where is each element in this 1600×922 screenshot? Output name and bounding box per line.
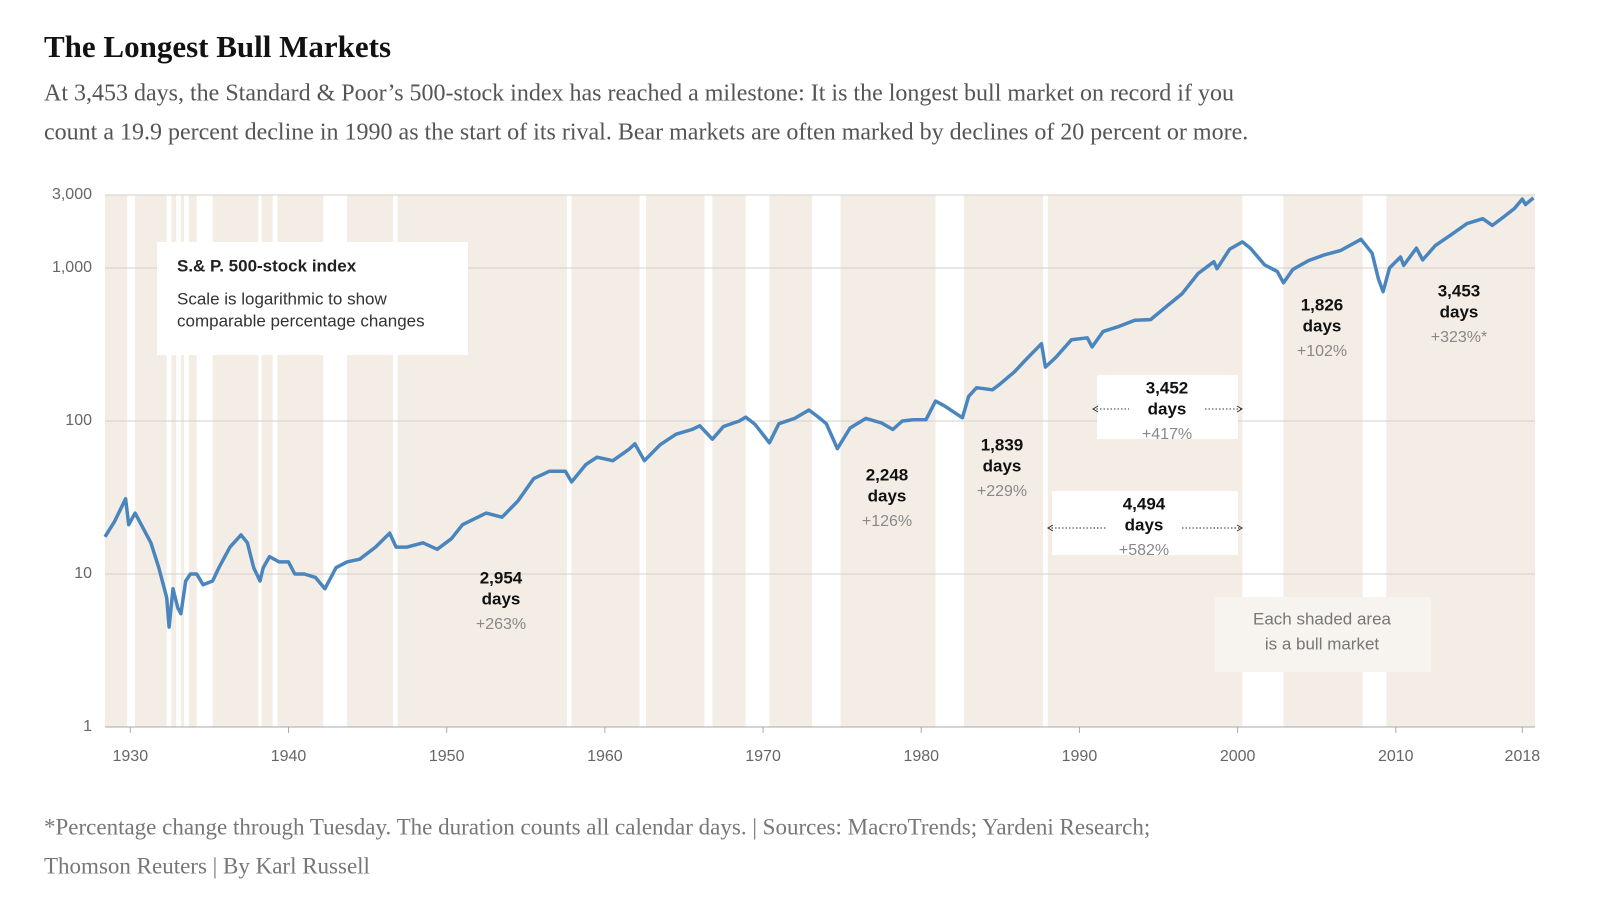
shade-note: Each shaded area <box>1253 609 1392 628</box>
x-tick-label: 1950 <box>429 748 465 765</box>
x-tick-label: 1940 <box>271 748 307 765</box>
annotation-change: +126% <box>862 513 912 530</box>
series-line <box>103 196 1535 629</box>
arrow-head <box>1236 524 1243 532</box>
annotation-unit: days <box>1440 302 1479 321</box>
x-tick-label: 2018 <box>1505 748 1541 765</box>
annotation-days: 3,453 <box>1438 281 1481 300</box>
annotation-unit: days <box>1148 399 1187 418</box>
arrow-head <box>1236 405 1243 413</box>
legend-note: Scale is logarithmic to show <box>177 289 387 308</box>
x-tick-label: 2010 <box>1378 748 1414 765</box>
annotation-change: +229% <box>977 483 1027 500</box>
annotation-unit: days <box>1125 515 1164 534</box>
subtitle: count a 19.9 percent decline in 1990 as … <box>44 120 1248 146</box>
bull-market-band <box>840 195 936 727</box>
annotation-change: +102% <box>1297 343 1347 360</box>
footnote: Thomson Reuters | By Karl Russell <box>44 853 370 878</box>
legend-note: comparable percentage changes <box>177 311 425 330</box>
bull-market-band <box>171 195 177 727</box>
annotation-days: 2,954 <box>480 568 523 587</box>
annotation-days: 4,494 <box>1123 494 1166 513</box>
footnote: *Percentage change through Tuesday. The … <box>44 814 1150 839</box>
annotation-unit: days <box>983 456 1022 475</box>
chart-title: The Longest Bull Markets <box>44 29 391 64</box>
x-tick-label: 1990 <box>1062 748 1098 765</box>
x-tick-label: 2000 <box>1220 748 1256 765</box>
annotation-days: 3,452 <box>1146 378 1189 397</box>
annotation-change: +323%* <box>1431 329 1488 346</box>
annotation-bg <box>1097 375 1238 439</box>
annotation-change: +263% <box>476 616 526 633</box>
bull-market-band <box>645 195 705 727</box>
arrow-head <box>1047 524 1054 532</box>
y-tick-label: 3,000 <box>52 186 92 203</box>
bull-market-band <box>1047 195 1243 727</box>
legend-box <box>157 242 468 355</box>
bull-market-band <box>105 195 128 727</box>
x-tick-label: 1960 <box>587 748 623 765</box>
bull-market-band <box>188 195 197 727</box>
subtitle: At 3,453 days, the Standard & Poor’s 500… <box>44 81 1234 107</box>
annotation-change: +582% <box>1119 542 1169 559</box>
y-tick-label: 10 <box>74 565 92 582</box>
bull-market-band <box>963 195 1044 727</box>
annotation-days: 1,826 <box>1301 295 1344 314</box>
y-tick-label: 1 <box>83 718 92 735</box>
y-tick-label: 100 <box>65 412 92 429</box>
grid: 1 10 100 1,000 3,000 1930 1940 1950 1960 1970 1980… <box>52 186 1540 765</box>
bull-market-band <box>180 195 185 727</box>
annotation-unit: days <box>868 486 907 505</box>
x-tick-label: 1930 <box>113 748 149 765</box>
x-tick-label: 1970 <box>745 748 781 765</box>
bull-market-band <box>769 195 813 727</box>
annotation-unit: days <box>482 589 521 608</box>
legend-title: S.& P. 500-stock index <box>177 256 357 275</box>
x-tick-label: 1980 <box>903 748 939 765</box>
bull-market-band <box>712 195 746 727</box>
annotation-days: 2,248 <box>866 465 909 484</box>
y-tick-label: 1,000 <box>52 259 92 276</box>
shade-note: is a bull market <box>1265 634 1380 653</box>
shade-note-box <box>1215 597 1431 672</box>
annotation-unit: days <box>1303 316 1342 335</box>
notes: S.& P. 500-stock index Scale is logarithm… <box>157 242 1487 672</box>
annotation-bg <box>1052 491 1238 555</box>
annotation-days: 1,839 <box>981 435 1024 454</box>
annotation-change: +417% <box>1142 426 1192 443</box>
plot <box>103 196 1535 629</box>
bull-market-band <box>261 195 273 727</box>
bull-market-band <box>571 195 640 727</box>
arrow-head <box>1092 405 1099 413</box>
